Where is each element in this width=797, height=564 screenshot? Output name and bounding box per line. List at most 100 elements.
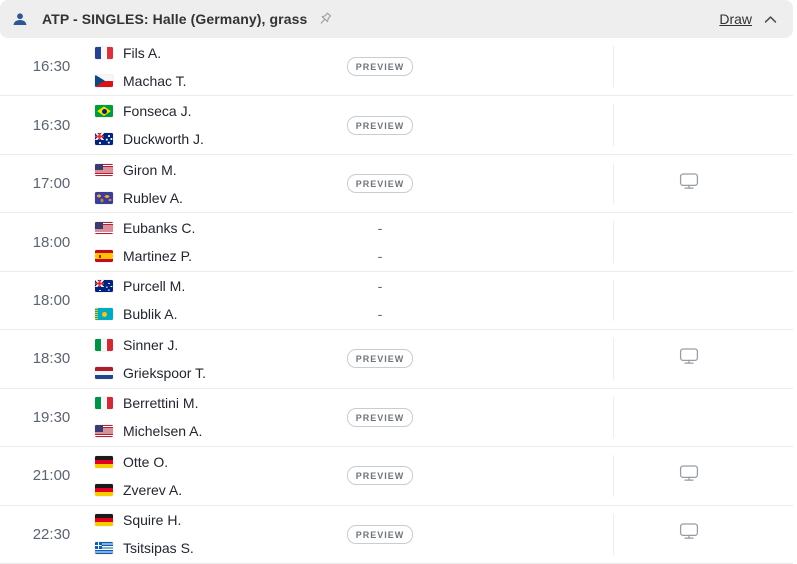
home-player-name: Giron M. (123, 161, 177, 178)
odds-placeholders: - - (378, 219, 383, 265)
odds-placeholder-away: - (377, 306, 383, 323)
home-player-name: Purcell M. (123, 278, 186, 295)
match-row[interactable]: 22:30 Squire H. Tsitsipas S. PREVIEW (0, 506, 793, 564)
odds-column: PREVIEW (340, 57, 420, 77)
it-flag-icon (95, 338, 113, 351)
tv-column (605, 464, 773, 488)
tv-broadcast-icon[interactable] (678, 522, 700, 546)
preview-badge[interactable]: PREVIEW (346, 57, 414, 77)
es-flag-icon (95, 250, 113, 263)
tv-column (605, 288, 773, 312)
away-player: Machac T. (95, 72, 340, 90)
match-row[interactable]: 16:30 Fonseca J. Duckworth J. PREVIEW (0, 96, 793, 155)
nl-flag-icon (95, 366, 113, 379)
tv-column (605, 522, 773, 546)
cz-flag-icon (95, 74, 113, 87)
de-flag-icon (95, 483, 113, 496)
tv-column (605, 113, 773, 137)
away-player: Tsitsipas S. (95, 539, 340, 557)
match-time: 17:00 (32, 175, 71, 193)
preview-badge[interactable]: PREVIEW (346, 466, 414, 486)
gr-flag-icon (95, 542, 113, 555)
my-leagues-person-icon[interactable] (10, 9, 30, 29)
match-time: 18:00 (32, 291, 71, 309)
tv-broadcast-icon[interactable] (678, 347, 700, 371)
chevron-up-icon[interactable] (762, 11, 779, 28)
home-player-name: Sinner J. (123, 336, 179, 353)
odds-column: - - (340, 277, 420, 323)
match-time: 16:30 (32, 58, 71, 76)
kz-flag-icon (95, 308, 113, 321)
au-flag-icon (95, 280, 113, 293)
pushpin-icon[interactable] (316, 10, 334, 28)
away-player: Bublik A. (95, 305, 340, 323)
away-player-name: Martinez P. (123, 248, 192, 265)
de-flag-icon (95, 514, 113, 527)
odds-column: PREVIEW (340, 466, 420, 486)
preview-badge[interactable]: PREVIEW (346, 174, 414, 194)
away-player: Rublev A. (95, 189, 340, 207)
away-player-name: Tsitsipas S. (123, 540, 194, 557)
match-time: 18:00 (32, 233, 71, 251)
preview-badge[interactable]: PREVIEW (346, 349, 414, 369)
us-flag-icon (95, 163, 113, 176)
tv-broadcast-icon[interactable] (678, 464, 700, 488)
match-time: 16:30 (32, 116, 71, 134)
odds-placeholders: - - (378, 277, 383, 323)
tv-column (605, 230, 773, 254)
away-player-name: Michelsen A. (123, 423, 203, 440)
us-flag-icon (95, 425, 113, 438)
home-player: Sinner J. (95, 336, 340, 354)
tv-column (605, 347, 773, 371)
players-column: Otte O. Zverev A. (95, 453, 340, 499)
home-player-name: Berrettini M. (123, 395, 199, 412)
odds-placeholder-home: - (377, 220, 383, 237)
br-flag-icon (95, 105, 113, 118)
tv-column (605, 55, 773, 79)
au-flag-icon (95, 133, 113, 146)
players-column: Eubanks C. Martinez P. (95, 219, 340, 265)
home-player: Fonseca J. (95, 102, 340, 120)
away-player-name: Zverev A. (123, 481, 183, 498)
home-player: Fils A. (95, 44, 340, 62)
home-player: Purcell M. (95, 277, 340, 295)
match-row[interactable]: 16:30 Fils A. Machac T. PREVIEW (0, 38, 793, 97)
away-player: Michelsen A. (95, 422, 340, 440)
world-flag-icon (95, 191, 113, 204)
away-player: Martinez P. (95, 247, 340, 265)
match-row[interactable]: 17:00 Giron M. Rublev A. PREVIEW (0, 155, 793, 214)
match-row[interactable]: 18:00 Eubanks C. Martinez P. - - (0, 213, 793, 272)
home-player: Giron M. (95, 161, 340, 179)
away-player-name: Rublev A. (123, 189, 183, 206)
preview-badge[interactable]: PREVIEW (346, 115, 414, 135)
fr-flag-icon (95, 46, 113, 59)
it-flag-icon (95, 397, 113, 410)
players-column: Sinner J. Griekspoor T. (95, 336, 340, 382)
match-row[interactable]: 18:00 Purcell M. Bublik A. - - (0, 272, 793, 331)
odds-column: - - (340, 219, 420, 265)
tournament-title[interactable]: ATP - SINGLES: Halle (Germany), grass (42, 11, 308, 27)
home-player-name: Otte O. (123, 453, 169, 470)
home-player: Berrettini M. (95, 394, 340, 412)
match-row[interactable]: 19:30 Berrettini M. Michelsen A. PREVIEW (0, 389, 793, 448)
tv-column (605, 405, 773, 429)
match-time: 19:30 (32, 408, 71, 426)
home-player: Otte O. (95, 453, 340, 471)
match-row[interactable]: 21:00 Otte O. Zverev A. PREVIEW (0, 447, 793, 506)
draw-link[interactable]: Draw (719, 11, 752, 27)
home-player: Squire H. (95, 511, 340, 529)
players-column: Purcell M. Bublik A. (95, 277, 340, 323)
de-flag-icon (95, 455, 113, 468)
match-list: 16:30 Fils A. Machac T. PREVIEW (0, 38, 793, 564)
tv-broadcast-icon[interactable] (678, 172, 700, 196)
players-column: Squire H. Tsitsipas S. (95, 511, 340, 557)
us-flag-icon (95, 222, 113, 235)
match-row[interactable]: 18:30 Sinner J. Griekspoor T. PREVIEW (0, 330, 793, 389)
preview-badge[interactable]: PREVIEW (346, 407, 414, 427)
odds-placeholder-away: - (377, 248, 383, 265)
away-player: Zverev A. (95, 481, 340, 499)
preview-badge[interactable]: PREVIEW (346, 524, 414, 544)
odds-column: PREVIEW (340, 174, 420, 194)
home-player-name: Fils A. (123, 44, 162, 61)
